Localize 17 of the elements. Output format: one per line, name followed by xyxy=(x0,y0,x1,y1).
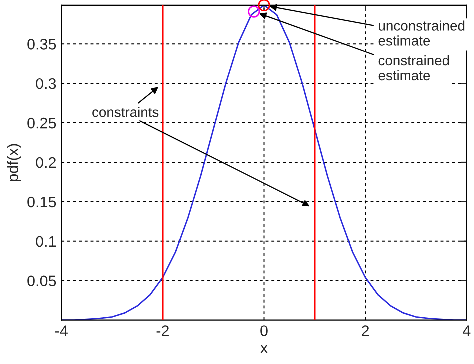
y-tick-label: 0.1 xyxy=(36,236,56,248)
y-tick-label: 0.35 xyxy=(28,38,56,50)
y-tick-label: 0.15 xyxy=(28,196,56,208)
y-axis-title: pdf(x) xyxy=(7,144,22,182)
y-tick-label: 0.3 xyxy=(36,78,56,90)
x-tick-label: 2 xyxy=(362,326,370,336)
x-tick-label: 4 xyxy=(462,326,471,336)
annotation: constrained estimate xyxy=(378,55,450,81)
x-axis-title: x xyxy=(260,345,268,354)
x-tick-label: -2 xyxy=(156,326,169,336)
x-tick-label: 0 xyxy=(260,326,268,336)
annotation: unconstrained estimate xyxy=(378,20,465,46)
x-tick-label: -4 xyxy=(56,326,68,336)
annotation: constraints xyxy=(92,107,159,118)
y-tick-label: 0.05 xyxy=(28,276,56,287)
y-tick-label: 0.25 xyxy=(28,118,56,129)
y-tick-label: 0.2 xyxy=(36,157,56,168)
